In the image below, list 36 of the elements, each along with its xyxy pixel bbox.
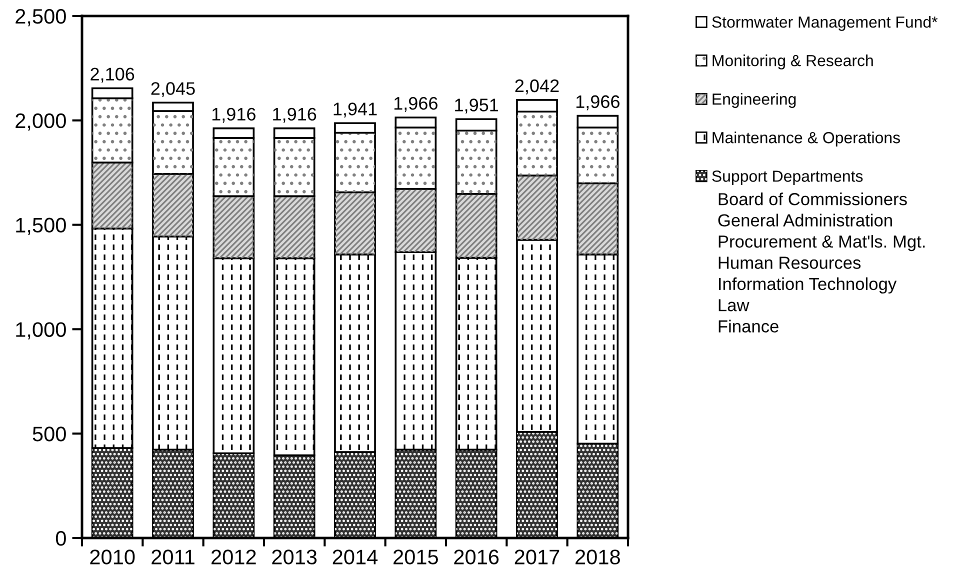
annotation: 1,951 [455,98,498,114]
x-tick-label: 2013 [272,550,317,564]
y-tick-label: 1,500 [16,218,66,236]
x-tick-label: 2012 [212,550,256,564]
y-tick-label: 0 [56,531,66,546]
annotation: 1,916 [273,108,316,123]
text: Finance [718,320,778,333]
x-tick-label: 2018 [576,550,620,564]
annotation: 2,106 [90,68,134,83]
x-tick-label: 2014 [332,550,378,564]
annotation: 1,966 [394,96,438,112]
x-tick-label: 2016 [454,550,499,564]
text: Procurement & Mat'ls. Mgt. [718,234,925,252]
legend-label: Support Departments [712,170,863,185]
legend-label: Maintenance & Operations [712,132,900,146]
y-tick-label: 1,000 [16,322,66,340]
text: Board of Commissioners [718,192,907,206]
y-tick-label: 2,000 [16,113,66,131]
annotation: 2,042 [515,79,559,94]
annotation: 1,966 [576,95,620,110]
legend-label: Engineering [712,93,796,108]
legend-label: Stormwater Management Fund* [712,16,938,31]
x-tick-label: 2015 [394,550,438,564]
x-tick-label: 2017 [514,550,560,564]
x-tick-label: 2011 [152,550,194,564]
text: General Administration [718,214,892,227]
y-tick-label: 500 [32,426,66,442]
legend-label: Monitoring & Research [712,54,873,70]
annotation: 2,045 [151,82,195,98]
annotation: 1,941 [334,102,377,118]
text: Information Technology [719,277,897,294]
annotation: 1,916 [212,108,256,123]
x-tick-label: 2010 [90,550,135,564]
text: Law [718,299,750,312]
text: Human Resources [718,256,861,269]
y-tick-label: 2,500 [16,9,66,26]
